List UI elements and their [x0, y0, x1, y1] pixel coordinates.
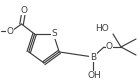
Text: HO: HO: [95, 24, 109, 33]
Text: O: O: [20, 6, 27, 15]
Text: O: O: [6, 27, 13, 36]
Text: S: S: [51, 29, 57, 38]
Text: B: B: [90, 53, 96, 62]
Text: O: O: [106, 42, 113, 50]
Text: OH: OH: [87, 71, 101, 80]
